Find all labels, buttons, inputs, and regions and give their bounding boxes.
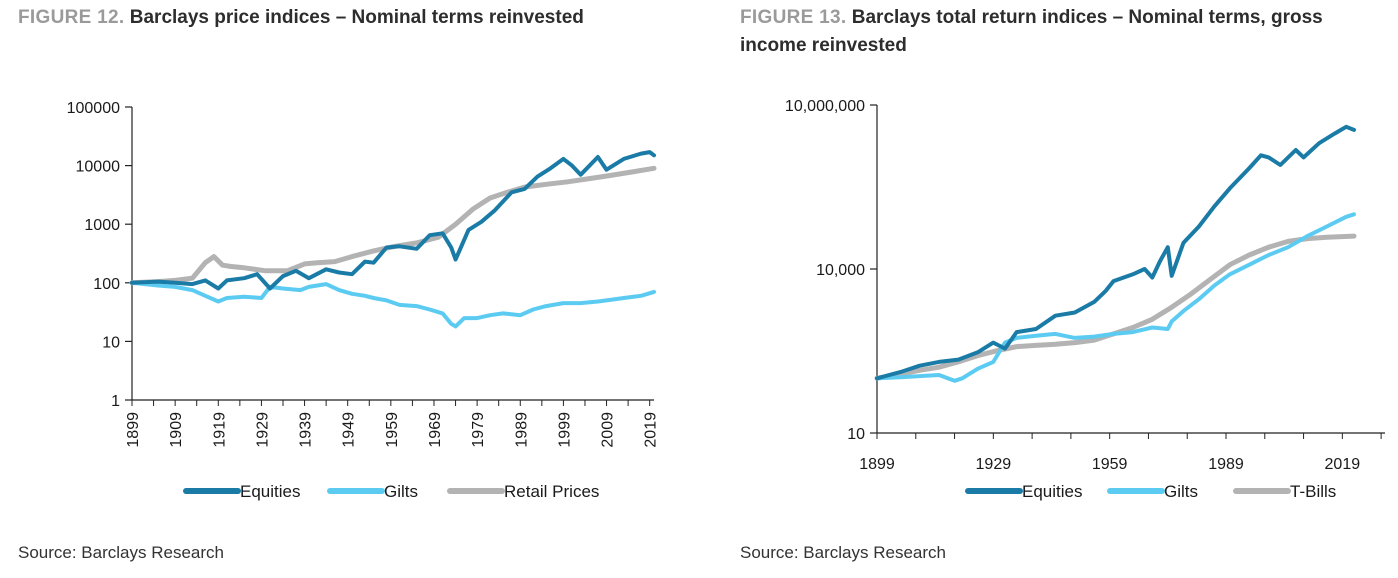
series-line-equities [130, 150, 656, 291]
source-note: Source: Barclays Research [18, 543, 224, 562]
chart-title: FIGURE 13. Barclays total return indices… [740, 4, 1380, 60]
title-text: Barclays total return indices – Nominal … [740, 7, 1323, 56]
x-tick-label: 1929 [254, 412, 271, 448]
y-tick-label: 10,000 [816, 262, 865, 279]
x-tick-label: 1959 [384, 412, 401, 448]
y-tick-label: 10 [847, 426, 865, 443]
x-tick-label: 2019 [643, 412, 660, 448]
y-tick-label: 10000 [76, 159, 121, 176]
series-line-retail-prices [129, 165, 657, 286]
x-tick-label: 1949 [341, 412, 358, 448]
legend-label: Equities [240, 482, 300, 501]
legend-label: Retail Prices [504, 482, 599, 501]
x-tick-label: 1909 [168, 412, 185, 448]
x-tick-label: 1899 [859, 456, 895, 473]
x-tick-label: 1989 [513, 412, 530, 448]
x-tick-label: 2009 [600, 412, 617, 448]
x-tick-label: 1919 [211, 412, 228, 448]
figure-12-panel: FIGURE 12. Barclays price indices – Nomi… [18, 4, 678, 562]
chart-figure-12: 1 10 100 1000 10000 100000 1899 1909 1919 1929 193… [67, 100, 660, 501]
x-tick-label: 1989 [1208, 456, 1244, 473]
figure-13-panel: FIGURE 13. Barclays total return indices… [740, 0, 1398, 578]
legend-label: T-Bills [1290, 482, 1336, 501]
x-tick-label: 1899 [125, 412, 142, 448]
y-tick-label: 10,000,000 [785, 98, 865, 115]
series-line-gilts [130, 280, 656, 329]
x-tick-label: 1999 [556, 412, 573, 448]
series-line-t-bills [874, 233, 1357, 381]
x-tick-label: 1929 [976, 456, 1012, 473]
y-tick-label: 100 [93, 276, 120, 293]
x-tick-label: 1979 [470, 412, 487, 448]
legend-label: Gilts [384, 482, 418, 501]
source-note: Source: Barclays Research [740, 543, 946, 562]
legend-label: Equities [1022, 482, 1082, 501]
x-tick-label: 1959 [1092, 456, 1128, 473]
y-tick-label: 10 [102, 334, 120, 351]
y-tick-label: 1 [111, 393, 120, 410]
x-tick-label: 1939 [298, 412, 315, 448]
legend-label: Gilts [1164, 482, 1198, 501]
x-tick-label: 1969 [427, 412, 444, 448]
x-tick-label: 2019 [1325, 456, 1361, 473]
y-tick-label: 100000 [67, 100, 120, 117]
figure-label: FIGURE 13. [740, 7, 847, 28]
series-line-equities [875, 124, 1356, 381]
series-line-gilts [875, 212, 1356, 383]
chart-title: FIGURE 12. Barclays price indices – Nomi… [18, 4, 678, 32]
y-tick-label: 1000 [84, 217, 120, 234]
figure-label: FIGURE 12. [18, 7, 125, 28]
chart-figure-13: 10 10,000 10,000,000 1899 1929 1959 1989 2019 Eq… [785, 98, 1385, 501]
title-text: Barclays price indices – Nominal terms r… [129, 7, 584, 28]
